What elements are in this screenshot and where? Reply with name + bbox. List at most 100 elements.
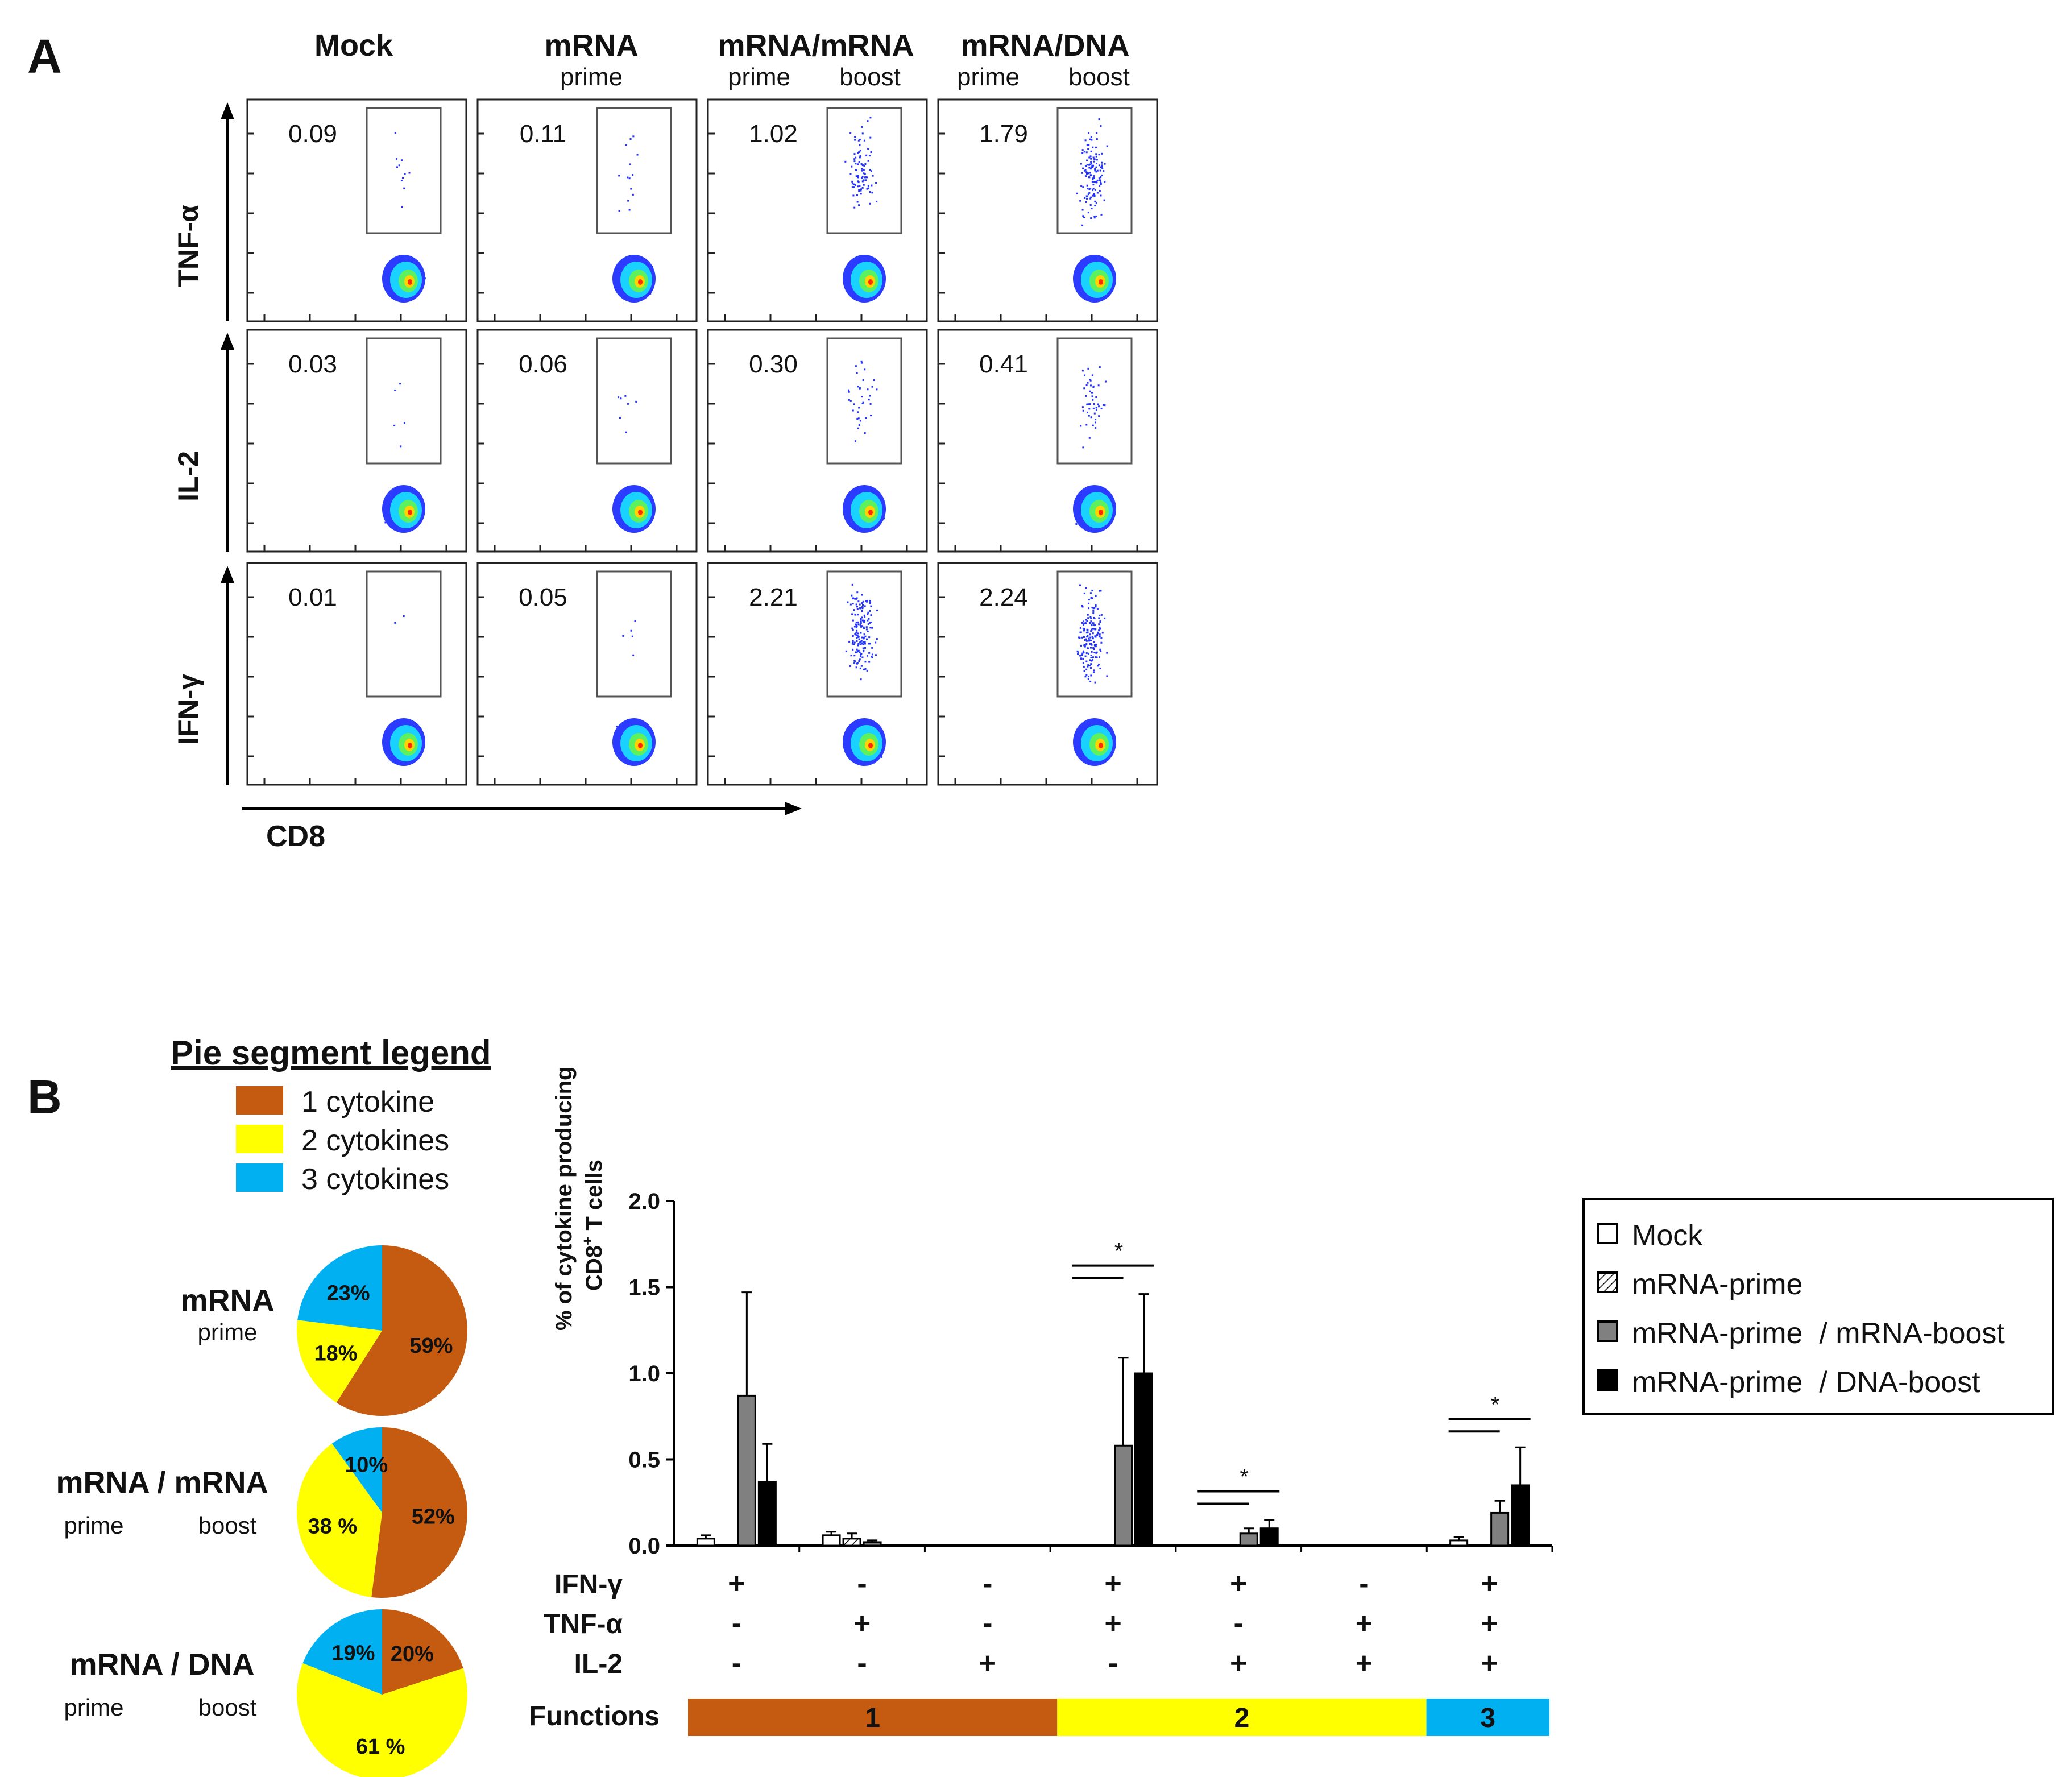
flow-event-dot [867, 185, 869, 187]
functions-segment-label: 3 [1480, 1703, 1495, 1733]
flow-event-dot [872, 175, 874, 177]
flow-event-dot [867, 611, 869, 614]
flow-event-dot [875, 181, 877, 184]
flow-column-subtitle: boost [1068, 63, 1130, 91]
flow-event-dot [1090, 630, 1092, 632]
flow-event-dot [1090, 663, 1092, 665]
flow-event-dot [1085, 622, 1087, 624]
flow-event-dot [1083, 670, 1085, 672]
flow-event-dot [1087, 629, 1089, 631]
flow-event-dot [1079, 655, 1081, 657]
flow-event-dot [1095, 171, 1097, 173]
flow-event-dot [868, 636, 871, 639]
flow-population-peak [408, 510, 412, 515]
flow-event-dot [875, 641, 877, 644]
flow-event-dot [856, 636, 858, 639]
flow-event-dot [1099, 181, 1101, 184]
flow-event-dot [1101, 165, 1103, 168]
flow-event-dot [855, 614, 857, 616]
flow-gate-value: 0.41 [979, 350, 1028, 378]
flow-event-dot [1085, 395, 1087, 397]
flow-event-dot [1088, 602, 1090, 604]
flow-event-dot [866, 176, 868, 179]
flow-event-dot [1089, 163, 1091, 165]
flow-event-dot [870, 621, 872, 623]
flow-event-dot [852, 648, 854, 651]
flow-event-dot [857, 632, 859, 635]
flow-event-dot [1081, 152, 1084, 154]
flow-event-dot [857, 411, 859, 413]
flow-event-dot [1099, 366, 1101, 368]
flow-event-dot [865, 638, 868, 640]
flow-event-dot [860, 177, 863, 179]
flow-event-dot [863, 164, 865, 167]
flow-event-dot [408, 172, 411, 174]
flow-plot-frame [937, 98, 1158, 322]
flow-event-dot [1092, 671, 1095, 673]
flow-event-dot [864, 668, 867, 670]
flow-event-dot [1085, 197, 1088, 200]
flow-event-dot [869, 117, 872, 119]
flow-event-dot [859, 420, 861, 422]
flow-event-dot [1082, 658, 1084, 660]
flow-event-dot [1089, 592, 1092, 594]
flow-event-dot [856, 591, 859, 594]
flow-event-dot [1082, 409, 1084, 412]
flow-event-dot [1091, 628, 1093, 630]
flow-event-dot [1098, 164, 1100, 167]
flow-event-dot [1095, 628, 1097, 630]
flow-event-dot [1096, 159, 1098, 161]
flow-event-dot [1084, 655, 1087, 657]
flow-event-dot [857, 139, 860, 142]
flow-event-dot [394, 390, 396, 392]
flow-gate-rect [1056, 337, 1133, 465]
flow-event-dot [1085, 384, 1088, 386]
flow-event-dot [853, 609, 855, 611]
flow-event-dot [1089, 197, 1092, 200]
flow-event-dot [1093, 644, 1096, 646]
flow-event-dot [876, 200, 878, 202]
flow-event-dot [1098, 177, 1100, 180]
marker-sign: + [853, 1607, 871, 1640]
flow-event-dot [1103, 199, 1105, 201]
flow-gate-rect [1056, 570, 1133, 698]
flow-column-title: Mock [314, 28, 393, 63]
flow-event-dot [1098, 656, 1100, 658]
flow-event-dot [854, 136, 856, 138]
flow-event-dot [403, 422, 405, 424]
flow-event-dot [851, 583, 853, 586]
flow-event-dot [1082, 627, 1084, 629]
flow-event-dot [1088, 192, 1091, 194]
bar-legend-frame [1582, 1198, 2054, 1415]
flow-event-dot [867, 613, 869, 615]
marker-sign: - [983, 1567, 992, 1600]
marker-sign: - [1108, 1647, 1118, 1680]
flow-event-dot [1096, 169, 1099, 172]
flow-event-dot [1089, 659, 1091, 661]
flow-event-dot [1096, 656, 1098, 658]
flow-event-dot [858, 638, 860, 640]
flow-event-dot [867, 187, 869, 189]
flow-event-dot [1092, 175, 1095, 177]
flow-event-dot [1079, 584, 1081, 586]
flow-column-title: mRNA/mRNA [718, 28, 914, 63]
flow-event-dot [1091, 622, 1093, 624]
pie-subtitle: boost [198, 1512, 257, 1539]
flow-event-dot [616, 726, 619, 728]
flow-event-dot [1088, 132, 1090, 134]
flow-event-dot [866, 599, 868, 602]
flow-event-dot [624, 395, 627, 397]
flow-event-dot [1103, 404, 1105, 406]
flow-event-dot [863, 627, 865, 629]
flow-event-dot [1088, 164, 1091, 166]
cd8-axis-arrowhead [785, 802, 802, 815]
flow-event-dot [1084, 197, 1086, 200]
flow-event-dot [1104, 404, 1106, 407]
flow-event-dot [619, 417, 621, 419]
flow-event-dot [1090, 217, 1092, 219]
flow-event-dot [1095, 407, 1097, 409]
flow-event-dot [860, 640, 863, 642]
flow-event-dot [857, 181, 860, 184]
flow-event-dot [1080, 425, 1082, 427]
flow-event-dot [1083, 628, 1085, 630]
